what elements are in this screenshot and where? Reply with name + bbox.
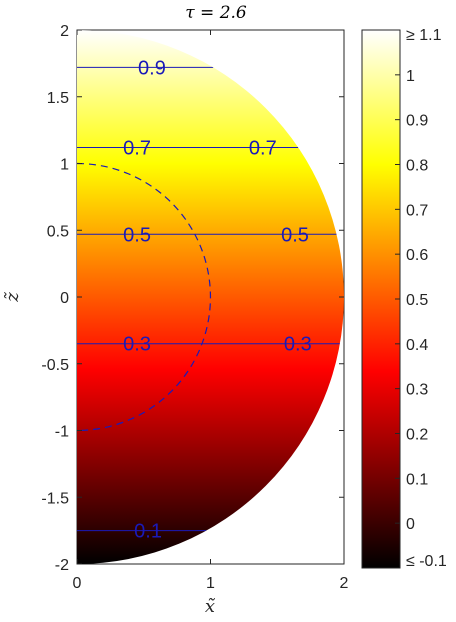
colorbar-tick-label: ≥ 1.1 bbox=[406, 27, 442, 44]
colorbar-tick-label: 0.7 bbox=[406, 202, 428, 219]
colorbar-tick-label: 0.6 bbox=[406, 247, 428, 264]
contour-lines bbox=[77, 66, 340, 532]
contour-label: 0.7 bbox=[249, 137, 277, 159]
colorbar-tick-label: 0 bbox=[406, 516, 415, 533]
x-ticks: 0 1 2 bbox=[73, 30, 349, 592]
colorbar bbox=[361, 29, 401, 569]
colorbar-tick-label: 0.9 bbox=[406, 113, 428, 130]
colorbar-tick-label: 0.3 bbox=[406, 382, 428, 399]
y-ticks: -2 -1.5 -1 -0.5 0 0.5 1 1.5 2 bbox=[41, 23, 344, 574]
colorbar-tick-label: 0.1 bbox=[406, 471, 428, 488]
x-tick-label: 0 bbox=[73, 575, 82, 592]
y-tick-label: -1 bbox=[55, 424, 69, 441]
chart-title: τ = 2.6 bbox=[185, 3, 247, 23]
contour-label: 0.7 bbox=[123, 137, 151, 159]
y-tick-label: 2 bbox=[60, 23, 69, 40]
y-axis-label: z̃ bbox=[2, 292, 23, 303]
y-tick-label: -0.5 bbox=[41, 357, 69, 374]
colorbar-tick-label: 0.5 bbox=[406, 292, 428, 309]
x-tick-label: 1 bbox=[206, 575, 215, 592]
contour-label: 0.3 bbox=[284, 334, 312, 356]
y-tick-label: 0.5 bbox=[47, 223, 69, 240]
contour-label: 0.5 bbox=[123, 224, 151, 246]
contour-label: 0.1 bbox=[134, 521, 162, 543]
contour-labels: 0.1 0.3 0.3 0.5 0.5 0.7 0.7 0.9 bbox=[123, 57, 312, 543]
colorbar-tick-label: 0.4 bbox=[406, 337, 428, 354]
colorbar-tick-label: 0.8 bbox=[406, 158, 428, 175]
x-tick-label: 2 bbox=[340, 575, 349, 592]
contour-label: 0.9 bbox=[138, 57, 166, 79]
y-tick-label: 1 bbox=[60, 157, 69, 174]
colorbar-tick-label: 1 bbox=[406, 68, 415, 85]
contour-label: 0.5 bbox=[281, 224, 309, 246]
y-tick-label: -2 bbox=[55, 557, 69, 574]
contour-label: 0.3 bbox=[123, 334, 151, 356]
colorbar-ticks: ≤ -0.1 0 0.1 0.2 0.3 0.4 0.5 0.6 0.7 0.8 0.9 1 ≥ 1.1 bbox=[395, 27, 447, 570]
x-axis-label: x̃ bbox=[205, 596, 216, 617]
y-tick-label: 0 bbox=[60, 290, 69, 307]
colorbar-tick-label: ≤ -0.1 bbox=[406, 553, 447, 570]
dashed-unit-circle bbox=[77, 162, 212, 432]
y-tick-label: -1.5 bbox=[41, 490, 69, 507]
colorbar-tick-label: 0.2 bbox=[406, 427, 428, 444]
y-tick-label: 1.5 bbox=[47, 90, 69, 107]
